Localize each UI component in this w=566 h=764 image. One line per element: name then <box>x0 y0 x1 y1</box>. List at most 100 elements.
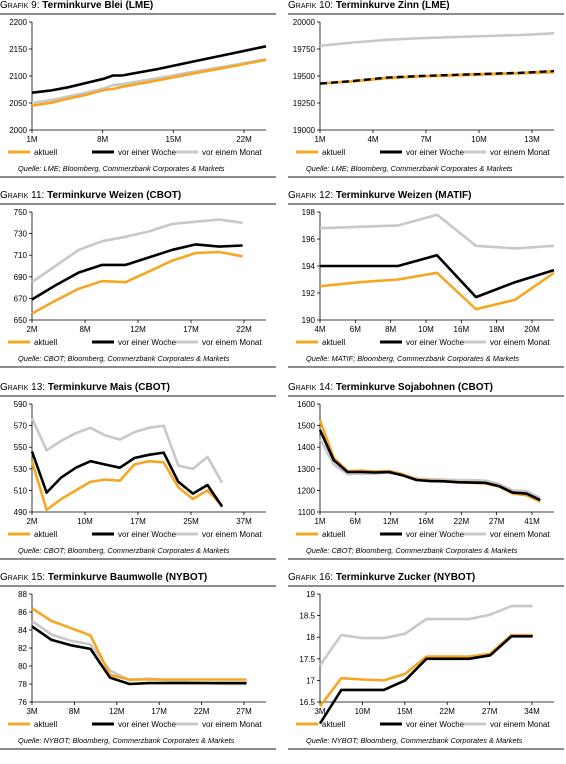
y-tick-label: 78 <box>18 680 27 689</box>
chart-panel: Grafik 9: Terminkurve Blei (LME) 2000 2050… <box>0 0 276 190</box>
y-tick-label: 18 <box>306 633 315 642</box>
series-line <box>318 437 541 500</box>
series-line <box>31 58 267 107</box>
x-tick-label: 10M <box>418 325 434 334</box>
y-tick-label: 19000 <box>293 126 316 135</box>
chart-title-text: Terminkurve Sojabohnen (CBOT) <box>333 382 493 393</box>
y-tick-label: 2050 <box>9 99 27 108</box>
chart-title-text: Terminkurve Zucker (NYBOT) <box>333 572 476 583</box>
chart-title-text: Terminkurve Zinn (LME) <box>333 0 450 11</box>
legend-label: vor einer Woche <box>406 148 465 157</box>
title-rule <box>288 585 564 587</box>
series-line <box>31 58 267 105</box>
y-tick-label: 190 <box>302 316 316 325</box>
x-tick-label: 3M <box>26 707 37 716</box>
chart-panel: Grafik 12: Terminkurve Weizen (MATIF) 190… <box>288 190 564 380</box>
line-chart: 76 78 80 82 84 86 88 3M 8M 12M 17M 22M 27M aktuell vor… <box>8 590 266 729</box>
chart-number: Grafik 12: <box>288 190 334 201</box>
y-tick-label: 19250 <box>293 99 316 108</box>
x-tick-label: 20M <box>524 325 540 334</box>
line-chart: 2000 2050 2100 2150 2200 1M 8M 15M 22M aktuell vor… <box>8 18 267 157</box>
chart-title: Grafik 12: Terminkurve Weizen (MATIF) <box>288 190 471 201</box>
y-tick-label: 88 <box>18 590 27 599</box>
y-tick-label: 80 <box>18 662 27 671</box>
title-rule <box>0 585 276 587</box>
line-chart: 490 510 530 550 570 590 2M 10M 17M 25M 37M aktuell v… <box>8 400 266 539</box>
chart-title-text: Terminkurve Blei (LME) <box>39 0 154 11</box>
chart-title: Grafik 14: Terminkurve Sojabohnen (CBOT) <box>288 382 493 393</box>
legend-label: aktuell <box>322 720 345 729</box>
series-line <box>319 32 555 48</box>
x-tick-label: 4M <box>314 325 325 334</box>
x-tick-label: 10M <box>77 517 93 526</box>
y-tick-label: 84 <box>18 626 27 635</box>
bottom-rule <box>288 748 564 750</box>
x-tick-label: 3M <box>314 707 325 716</box>
y-tick-label: 550 <box>14 443 28 452</box>
x-tick-label: 22M <box>439 707 455 716</box>
x-tick-label: 1M <box>314 517 325 526</box>
bottom-rule <box>288 366 564 368</box>
y-tick-label: 2100 <box>9 72 27 81</box>
x-tick-label: 13M <box>524 135 540 144</box>
y-tick-label: 196 <box>302 235 316 244</box>
y-tick-label: 590 <box>14 400 28 409</box>
legend-label: vor einer Woche <box>118 530 177 539</box>
y-tick-label: 19500 <box>293 72 316 81</box>
chart-number: Grafik 13: <box>0 382 46 393</box>
title-rule <box>288 203 564 205</box>
y-tick-label: 1600 <box>297 400 315 409</box>
y-tick-label: 570 <box>14 422 28 431</box>
chart-title-text: Terminkurve Baumwolle (NYBOT) <box>45 572 208 583</box>
y-tick-label: 17 <box>306 676 315 685</box>
series-line <box>318 604 533 667</box>
x-tick-label: 17M <box>151 707 167 716</box>
series-line <box>31 45 267 94</box>
legend-label: vor einer Woche <box>406 530 465 539</box>
x-tick-label: 2M <box>26 325 37 334</box>
x-tick-label: 8M <box>69 707 80 716</box>
series-line <box>319 213 555 250</box>
x-tick-label: 34M <box>524 707 540 716</box>
y-tick-label: 82 <box>18 644 27 653</box>
title-rule <box>288 13 564 15</box>
bottom-rule <box>0 176 276 178</box>
series-line <box>319 271 555 311</box>
series-line <box>31 218 243 284</box>
y-tick-label: 530 <box>14 465 28 474</box>
y-tick-label: 730 <box>14 230 28 239</box>
x-tick-label: 22M <box>236 325 252 334</box>
series-line <box>320 253 555 299</box>
x-tick-label: 12M <box>109 707 125 716</box>
chart-number: Grafik 11: <box>0 190 45 201</box>
x-tick-label: 1M <box>26 135 37 144</box>
chart-title-text: Terminkurve Mais (CBOT) <box>45 382 170 393</box>
x-tick-label: 16M <box>454 325 470 334</box>
x-tick-label: 27M <box>482 707 498 716</box>
x-tick-label: 16M <box>418 517 434 526</box>
chart-source: Quelle: NYBOT; Bloomberg, Commerzbank Co… <box>306 736 523 745</box>
y-tick-label: 1300 <box>297 465 315 474</box>
title-rule <box>288 395 564 397</box>
chart-number: Grafik 15: <box>0 572 46 583</box>
x-tick-label: 27M <box>236 707 252 716</box>
legend-label: vor einer Woche <box>118 338 177 347</box>
chart-source: Quelle: LME; Bloomberg, Commerzbank Corp… <box>306 164 513 173</box>
chart-title: Grafik 15: Terminkurve Baumwolle (NYBOT) <box>0 572 207 583</box>
y-tick-label: 86 <box>18 608 27 617</box>
x-tick-label: 10M <box>355 707 371 716</box>
y-tick-label: 510 <box>14 486 28 495</box>
chart-number: Grafik 9: <box>0 0 40 11</box>
legend-label: vor einem Monat <box>202 338 262 347</box>
x-tick-label: 2M <box>26 517 37 526</box>
y-tick-label: 1100 <box>298 508 316 517</box>
chart-panel: Grafik 16: Terminkurve Zucker (NYBOT) 16.… <box>288 572 564 762</box>
chart-panel: Grafik 11: Terminkurve Weizen (CBOT) 650 6… <box>0 190 276 380</box>
series-line <box>30 417 224 484</box>
x-tick-label: 17M <box>130 517 146 526</box>
series-line <box>319 69 555 85</box>
legend-label: aktuell <box>34 530 57 539</box>
y-tick-label: 17.5 <box>299 655 315 664</box>
x-tick-label: 4M <box>367 135 378 144</box>
x-tick-label: 41M <box>524 517 540 526</box>
